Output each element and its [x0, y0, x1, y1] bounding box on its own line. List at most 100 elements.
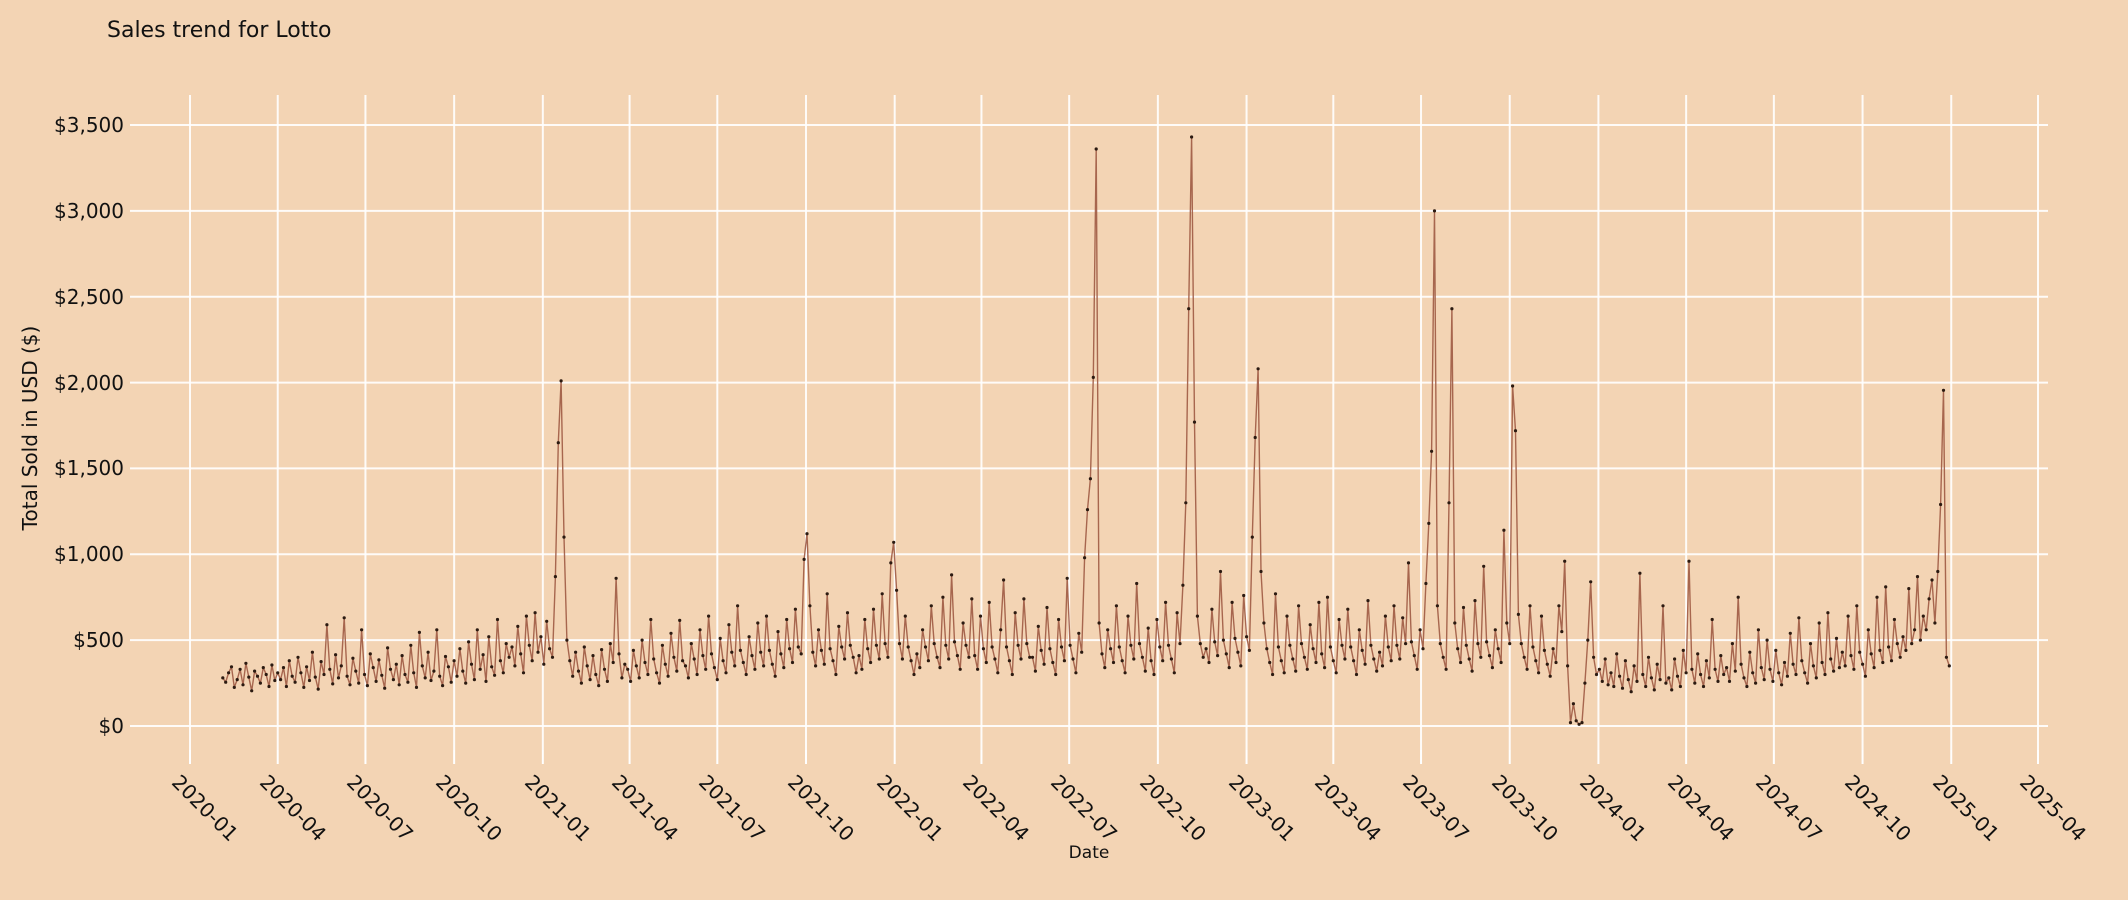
data-point — [646, 672, 650, 677]
data-point — [1045, 605, 1049, 610]
data-point — [1299, 642, 1304, 646]
data-point — [1869, 652, 1873, 656]
data-point — [1334, 671, 1338, 675]
data-point — [281, 666, 286, 670]
data-point — [1323, 666, 1327, 670]
data-point — [938, 666, 942, 670]
data-point — [1823, 672, 1827, 677]
data-point — [692, 657, 696, 661]
data-point — [1887, 645, 1891, 649]
data-point — [611, 660, 615, 665]
data-point — [261, 666, 265, 670]
data-point — [1109, 647, 1113, 651]
data-point — [834, 672, 838, 677]
data-point — [594, 672, 598, 677]
data-point — [542, 662, 546, 666]
data-point — [1441, 655, 1445, 659]
data-point — [1354, 672, 1359, 677]
data-point — [1652, 688, 1656, 692]
data-point — [1057, 617, 1061, 622]
data-point — [264, 672, 268, 677]
data-point — [952, 640, 957, 644]
data-point — [574, 650, 578, 654]
data-point — [1117, 645, 1121, 649]
data-point — [1843, 664, 1847, 668]
data-point — [550, 655, 555, 659]
data-point — [950, 573, 954, 577]
y-tick-label: $1,000 — [54, 542, 124, 567]
data-point — [1583, 681, 1587, 685]
data-point — [811, 650, 815, 654]
data-point — [1430, 449, 1434, 453]
data-point — [672, 655, 676, 659]
data-point — [886, 655, 890, 659]
data-point — [1276, 645, 1280, 649]
data-point — [617, 652, 621, 656]
data-point — [623, 662, 627, 666]
data-point — [1664, 681, 1668, 685]
data-point — [1398, 657, 1402, 661]
data-point — [874, 643, 879, 647]
data-point — [814, 664, 818, 668]
data-point — [232, 685, 236, 690]
data-point — [1262, 621, 1266, 625]
data-point — [976, 667, 980, 671]
data-point — [498, 659, 502, 663]
data-point — [871, 607, 876, 611]
data-point — [342, 616, 346, 620]
y-tick-label: $2,000 — [54, 370, 124, 395]
data-point — [1505, 621, 1509, 625]
data-point — [1467, 657, 1471, 661]
data-point — [1571, 702, 1575, 706]
data-point — [1161, 659, 1165, 663]
data-point — [848, 643, 852, 647]
data-point — [921, 628, 925, 632]
data-point — [1727, 679, 1732, 684]
data-point — [1696, 652, 1700, 656]
data-point — [241, 683, 245, 687]
data-point — [816, 628, 821, 632]
data-point — [478, 667, 482, 671]
data-point — [1470, 669, 1474, 673]
data-point — [388, 667, 393, 671]
data-point — [1487, 654, 1492, 658]
data-point — [1239, 664, 1243, 668]
data-point — [724, 671, 728, 675]
data-point — [843, 657, 847, 661]
data-point — [1317, 600, 1321, 605]
data-point — [1586, 638, 1590, 642]
data-point — [1297, 604, 1301, 608]
data-point — [1930, 578, 1934, 582]
data-point — [227, 671, 231, 675]
data-point — [695, 672, 699, 677]
data-point — [600, 648, 604, 652]
data-point — [762, 664, 766, 668]
data-point — [802, 557, 806, 562]
y-tick-label: $500 — [73, 628, 124, 653]
data-point — [978, 614, 983, 618]
data-point — [1846, 614, 1850, 618]
data-point — [663, 662, 667, 666]
data-point — [1826, 611, 1830, 615]
data-point — [718, 636, 722, 641]
data-point — [1658, 678, 1662, 682]
data-point — [1881, 660, 1885, 665]
data-point — [1155, 617, 1159, 622]
data-point — [1889, 659, 1894, 663]
data-point — [1644, 684, 1648, 689]
data-point — [1435, 604, 1439, 608]
data-point — [926, 659, 931, 663]
data-point — [793, 607, 798, 611]
data-point — [1852, 667, 1856, 671]
data-point — [351, 656, 355, 660]
data-point — [993, 657, 997, 661]
data-point — [576, 669, 581, 673]
data-point — [707, 614, 711, 618]
data-point — [973, 654, 977, 658]
data-point — [1132, 657, 1136, 661]
data-point — [828, 647, 832, 651]
data-point — [1453, 621, 1457, 625]
data-point — [1534, 659, 1538, 663]
data-point — [383, 686, 387, 690]
